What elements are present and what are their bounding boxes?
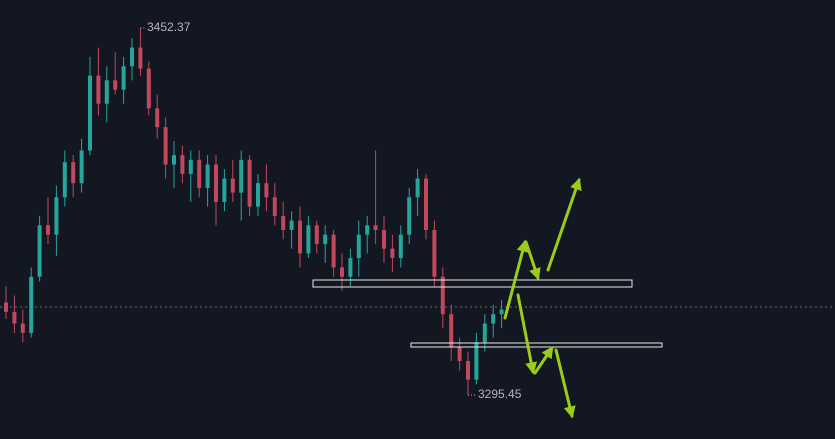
candle-body bbox=[331, 234, 336, 268]
candle-body bbox=[54, 197, 59, 235]
candle-body bbox=[130, 47, 134, 67]
candle-body bbox=[113, 80, 118, 90]
candle-body bbox=[499, 309, 504, 315]
candle-body bbox=[491, 314, 496, 324]
candle-body bbox=[306, 225, 311, 254]
candle-body bbox=[79, 150, 84, 184]
candle-body bbox=[289, 220, 294, 230]
zone-box bbox=[410, 342, 663, 348]
candle-body bbox=[88, 75, 92, 151]
candle-body bbox=[474, 342, 479, 380]
candle-body bbox=[272, 197, 277, 216]
candle-body bbox=[466, 360, 470, 380]
candle-body bbox=[298, 220, 302, 254]
candle-body bbox=[222, 178, 227, 202]
candle-body bbox=[138, 47, 143, 69]
candle-body bbox=[163, 127, 168, 165]
candle-body bbox=[205, 164, 210, 188]
candle-body bbox=[440, 276, 445, 315]
arrow bbox=[554, 348, 576, 419]
candle-body bbox=[256, 183, 260, 207]
candle-body bbox=[20, 323, 25, 333]
candle-body bbox=[146, 68, 151, 109]
arrow bbox=[546, 177, 582, 272]
candle-body bbox=[373, 225, 378, 230]
candle-body bbox=[121, 66, 126, 90]
candle-body bbox=[340, 267, 344, 277]
candle-body bbox=[356, 234, 361, 259]
candle-body bbox=[12, 311, 17, 324]
candle-body bbox=[424, 178, 428, 230]
arrow bbox=[503, 239, 529, 320]
arrow bbox=[516, 293, 538, 375]
candle-body bbox=[314, 225, 319, 245]
candle-body bbox=[247, 159, 252, 207]
candle-body bbox=[415, 178, 420, 198]
zone-box bbox=[312, 279, 633, 288]
low-label: 3295.45 bbox=[478, 387, 522, 401]
high-label: 3452.37 bbox=[147, 20, 191, 34]
candle-body bbox=[62, 162, 67, 198]
candle-body bbox=[4, 302, 8, 312]
candle-body bbox=[155, 108, 160, 128]
candle-body bbox=[239, 159, 244, 193]
arrow bbox=[533, 346, 554, 375]
candle-body bbox=[264, 183, 269, 198]
candle-body bbox=[365, 225, 370, 235]
candle-body bbox=[197, 159, 202, 188]
candle-body bbox=[482, 323, 487, 343]
candle-body bbox=[230, 178, 235, 193]
candle-body bbox=[188, 159, 193, 174]
candle-body bbox=[449, 314, 454, 347]
candle-body bbox=[37, 225, 42, 277]
candle-body bbox=[281, 215, 286, 230]
candle-body bbox=[214, 164, 218, 202]
candle-body bbox=[29, 276, 34, 333]
arrow bbox=[524, 240, 541, 281]
candle-body bbox=[398, 234, 403, 259]
candle-body bbox=[104, 80, 109, 104]
candle-body bbox=[180, 155, 185, 174]
candle-body bbox=[432, 229, 437, 277]
candle-body bbox=[96, 75, 101, 104]
candle-body bbox=[390, 248, 395, 259]
candle-body bbox=[407, 197, 412, 235]
candle-body bbox=[323, 234, 328, 245]
candle-body bbox=[172, 155, 176, 165]
candles bbox=[4, 28, 504, 395]
candle-body bbox=[348, 258, 353, 277]
candle-body bbox=[46, 225, 50, 235]
candle-body bbox=[71, 162, 76, 184]
candle-body bbox=[382, 229, 386, 249]
candle-body bbox=[457, 346, 462, 361]
